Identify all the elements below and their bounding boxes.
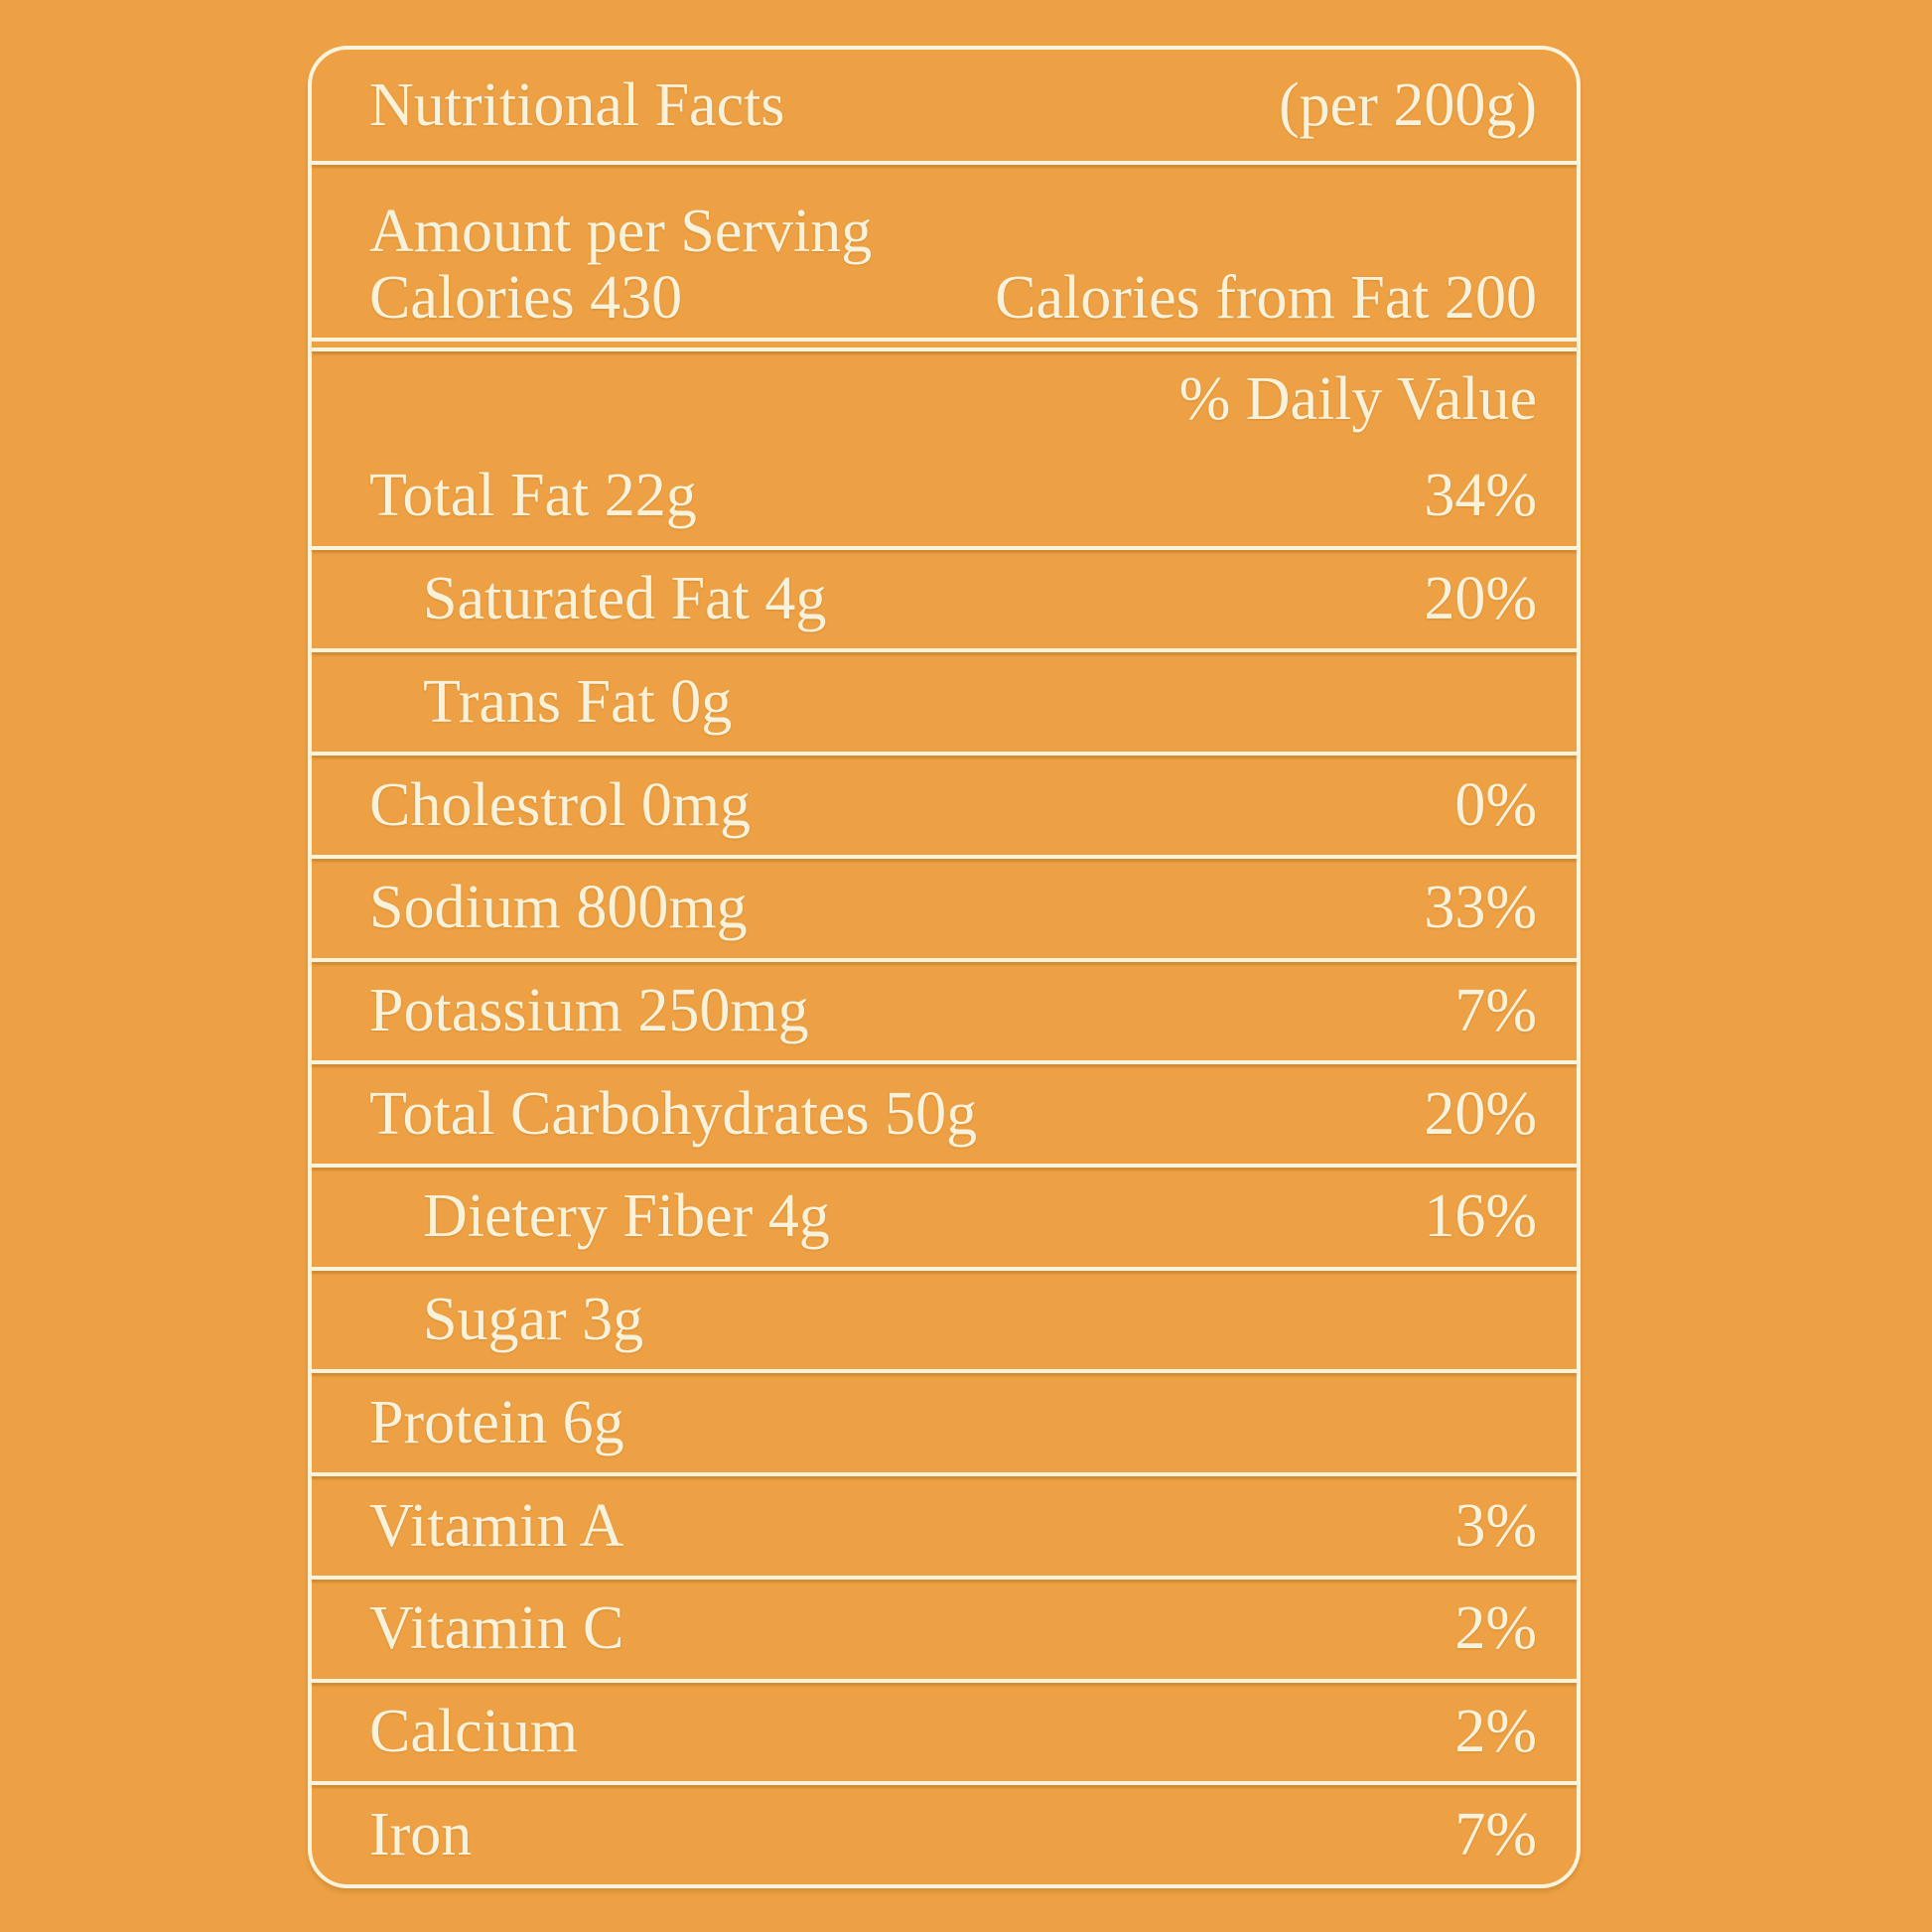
row-divider	[312, 752, 1577, 757]
nutrient-daily-value: 2%	[1454, 1594, 1537, 1663]
nutrient-daily-value: 2%	[1454, 1698, 1537, 1765]
nutrient-daily-value: 34%	[1424, 462, 1537, 530]
serving-note: (per 200g)	[1279, 70, 1537, 139]
label-title: Nutritional Facts	[369, 70, 785, 139]
nutrient-name: Saturated Fat 4g	[423, 565, 827, 633]
row-divider	[312, 1164, 1577, 1169]
nutrient-name: Vitamin A	[369, 1491, 624, 1560]
nutrient-rows: Total Fat 22g 34% Saturated Fat 4g 20% Trans…	[312, 447, 1577, 1884]
nutrient-name: Potassium 250mg	[369, 976, 809, 1044]
label-header: Nutritional Facts (per 200g)	[312, 50, 1577, 161]
nutrient-row: Vitamin A 3%	[312, 1476, 1577, 1576]
row-divider	[312, 545, 1577, 550]
nutrient-row: Vitamin C 2%	[312, 1580, 1577, 1679]
calories-from-fat-value: Calories from Fat 200	[995, 264, 1537, 333]
row-divider	[312, 648, 1577, 653]
row-divider	[312, 1781, 1577, 1786]
nutrient-daily-value: 20%	[1424, 1079, 1537, 1148]
daily-value-heading-row: % Daily Value	[312, 351, 1577, 447]
nutrient-name: Protein 6g	[369, 1388, 624, 1456]
nutrition-label: Nutritional Facts (per 200g) Amount per …	[308, 46, 1581, 1888]
nutrient-name: Iron	[369, 1800, 473, 1868]
row-divider	[312, 957, 1577, 962]
row-divider	[312, 1678, 1577, 1683]
calories-value: Calories 430	[369, 264, 683, 333]
nutrient-row: Trans Fat 0g	[312, 652, 1577, 752]
nutrient-row: Cholestrol 0mg 0%	[312, 756, 1577, 855]
nutrient-daily-value: 16%	[1424, 1182, 1537, 1251]
row-divider	[312, 1575, 1577, 1580]
calories-line: Calories 430 Calories from Fat 200	[369, 265, 1537, 332]
nutrient-daily-value: 7%	[1454, 976, 1537, 1044]
nutrient-row: Iron 7%	[312, 1785, 1577, 1884]
nutrient-name: Total Carbohydrates 50g	[369, 1079, 978, 1148]
nutrient-daily-value: 3%	[1454, 1491, 1537, 1560]
nutrient-row: Sodium 800mg 33%	[312, 859, 1577, 958]
nutrient-row: Sugar 3g	[312, 1271, 1577, 1370]
row-divider	[312, 1472, 1577, 1477]
calories-double-divider	[312, 338, 1577, 351]
row-divider	[312, 1266, 1577, 1271]
nutrient-name: Calcium	[369, 1698, 579, 1765]
nutrient-row: Protein 6g	[312, 1373, 1577, 1472]
nutrient-name: Total Fat 22g	[369, 462, 697, 530]
nutrient-row: Dietery Fiber 4g 16%	[312, 1168, 1577, 1267]
daily-value-heading: % Daily Value	[1178, 364, 1537, 433]
nutrient-name: Sugar 3g	[423, 1286, 644, 1354]
row-divider	[312, 854, 1577, 859]
nutrient-name: Sodium 800mg	[369, 874, 748, 942]
nutrient-row: Total Fat 22g 34%	[312, 447, 1577, 546]
nutrient-row: Calcium 2%	[312, 1683, 1577, 1782]
nutrient-name: Dietery Fiber 4g	[423, 1182, 830, 1251]
nutrient-name: Vitamin C	[369, 1594, 624, 1663]
header-divider	[312, 161, 1577, 165]
nutrient-row: Saturated Fat 4g 20%	[312, 550, 1577, 649]
nutrient-name: Trans Fat 0g	[423, 667, 733, 736]
nutrient-row: Total Carbohydrates 50g 20%	[312, 1064, 1577, 1164]
nutrient-daily-value: 0%	[1454, 770, 1537, 839]
nutrient-daily-value: 20%	[1424, 565, 1537, 633]
nutrient-name: Cholestrol 0mg	[369, 770, 752, 839]
serving-section: Amount per Serving Calories 430 Calories…	[312, 165, 1577, 338]
row-divider	[312, 1060, 1577, 1065]
row-divider	[312, 1369, 1577, 1374]
nutrient-daily-value: 33%	[1424, 874, 1537, 942]
nutrient-row: Potassium 250mg 7%	[312, 962, 1577, 1061]
nutrient-daily-value: 7%	[1454, 1800, 1537, 1868]
amount-per-serving-heading: Amount per Serving	[369, 198, 873, 266]
